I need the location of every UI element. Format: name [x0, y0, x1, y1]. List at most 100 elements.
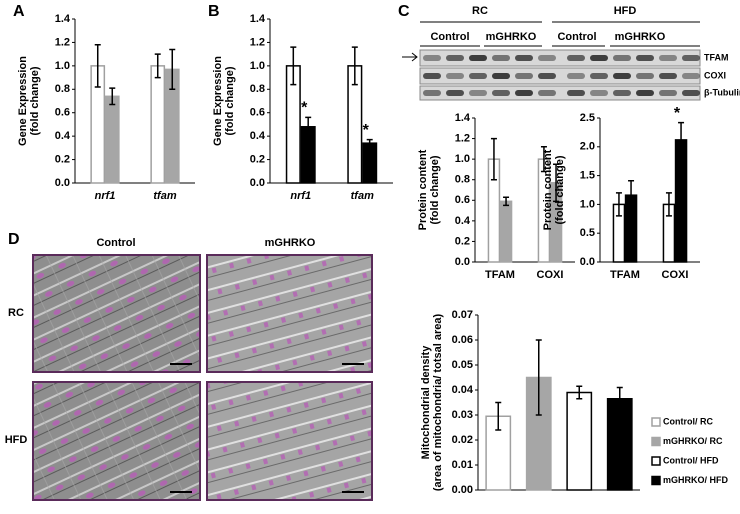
y-tick-label: 0.8: [455, 174, 470, 186]
y-tick-label: 0.4: [250, 130, 266, 142]
x-tick-label: TFAM: [610, 269, 640, 281]
y-tick-label: 0.6: [455, 194, 470, 206]
error-bar: [535, 339, 542, 416]
y-tick-label: 1.2: [55, 36, 70, 48]
error-bar: [366, 138, 373, 148]
blot-band: [613, 90, 631, 96]
error-bar: [290, 46, 297, 86]
blot-band: [659, 90, 677, 96]
y-tick-label: 0.05: [452, 359, 473, 371]
column-label: mGHRKO: [265, 237, 316, 249]
legend-label: Control/ HFD: [663, 455, 719, 465]
micrograph: [32, 381, 201, 501]
y-tick-label: 1.5: [580, 170, 595, 182]
blot-band: [659, 55, 677, 61]
row-label: COXI: [704, 70, 726, 80]
blot-band: [515, 55, 533, 61]
blot-band: [682, 90, 700, 96]
column-label: Control: [557, 31, 596, 43]
group-label: RC: [472, 5, 488, 17]
x-tick-label: tfam: [351, 190, 374, 202]
bar: [674, 139, 688, 263]
blot-strip: [419, 67, 701, 85]
error-bar: [495, 401, 502, 431]
arrow: [402, 52, 418, 62]
x-tick-label: COXI: [662, 269, 689, 281]
bar: [150, 65, 166, 184]
y-tick-label: 0.2: [455, 235, 470, 247]
blot-band: [492, 73, 510, 79]
blot-band: [423, 90, 441, 96]
bar: [566, 391, 593, 491]
x-tick-label: TFAM: [485, 269, 515, 281]
row-label: HFD: [5, 434, 28, 446]
blot-band: [538, 90, 556, 96]
blot-band: [538, 55, 556, 61]
blot-band: [492, 90, 510, 96]
bar: [362, 142, 378, 184]
x-tick-label: nrf1: [95, 190, 116, 202]
error-bar: [678, 121, 685, 158]
y-tick-label: 1.0: [580, 198, 595, 210]
blot-band: [423, 55, 441, 61]
y-axis-label: (fold change): [554, 155, 566, 224]
error-bar: [94, 44, 101, 88]
y-axis-label: (area of mitochondria/ totsal area): [432, 314, 444, 492]
significance-mark: *: [363, 122, 370, 139]
legend-label: mGHRKO/ HFD: [663, 475, 729, 485]
y-tick-label: 1.4: [250, 13, 266, 25]
blot-band: [446, 73, 464, 79]
y-axis-label: Mitochondrial density: [420, 345, 432, 460]
y-tick-label: 0.00: [452, 484, 473, 496]
micrograph: [32, 254, 201, 373]
blot-band: [469, 73, 487, 79]
error-bar: [503, 196, 510, 207]
row-label: RC: [8, 307, 24, 319]
error-bar: [628, 180, 635, 211]
y-tick-label: 1.0: [250, 60, 265, 72]
blot-band: [469, 90, 487, 96]
panel-label: D: [8, 231, 20, 248]
y-tick-label: 1.4: [455, 112, 471, 124]
y-tick-label: 1.2: [250, 36, 265, 48]
blot-band: [515, 73, 533, 79]
blot-band: [538, 73, 556, 79]
blot-band: [682, 55, 700, 61]
y-tick-label: 0.4: [455, 215, 471, 227]
y-tick-label: 0.8: [55, 83, 70, 95]
western-blot: C RC HFD Control mGHRKO Control mGHRKO T…: [398, 3, 740, 101]
blot-band: [567, 90, 585, 96]
blot-band: [446, 90, 464, 96]
y-tick-label: 2.5: [580, 112, 595, 124]
y-tick-label: 0.6: [250, 107, 265, 119]
y-tick-label: 0.03: [452, 409, 473, 421]
blot-band: [469, 55, 487, 61]
blot-band: [567, 73, 585, 79]
error-bar: [169, 48, 176, 91]
y-tick-label: 1.0: [55, 60, 70, 72]
blot-band: [636, 55, 654, 61]
legend-label: Control/ RC: [663, 416, 713, 426]
group-label: HFD: [614, 5, 637, 17]
y-axis-label: (fold change): [429, 155, 441, 224]
y-axis-label: Protein content: [417, 149, 429, 230]
y-axis-label: Gene Expression: [17, 56, 29, 146]
y-axis-label: Gene Expression: [212, 56, 224, 146]
error-bar: [490, 137, 497, 181]
blot-band: [682, 73, 700, 79]
micrograph-panel: D Control mGHRKO RC HFD: [5, 231, 373, 501]
y-axis-label: (fold change): [224, 66, 236, 135]
column-label: mGHRKO: [615, 31, 666, 43]
y-tick-label: 1.4: [55, 13, 71, 25]
y-tick-label: 1.2: [455, 132, 470, 144]
y-axis-label: (fold change): [29, 66, 41, 135]
blot-band: [636, 90, 654, 96]
blot-band: [636, 73, 654, 79]
column-label: Control: [430, 31, 469, 43]
significance-mark: *: [301, 100, 308, 117]
error-bar: [154, 53, 161, 79]
error-bar: [615, 192, 622, 217]
column-label: Control: [96, 237, 135, 249]
y-tick-label: 0.6: [55, 107, 70, 119]
